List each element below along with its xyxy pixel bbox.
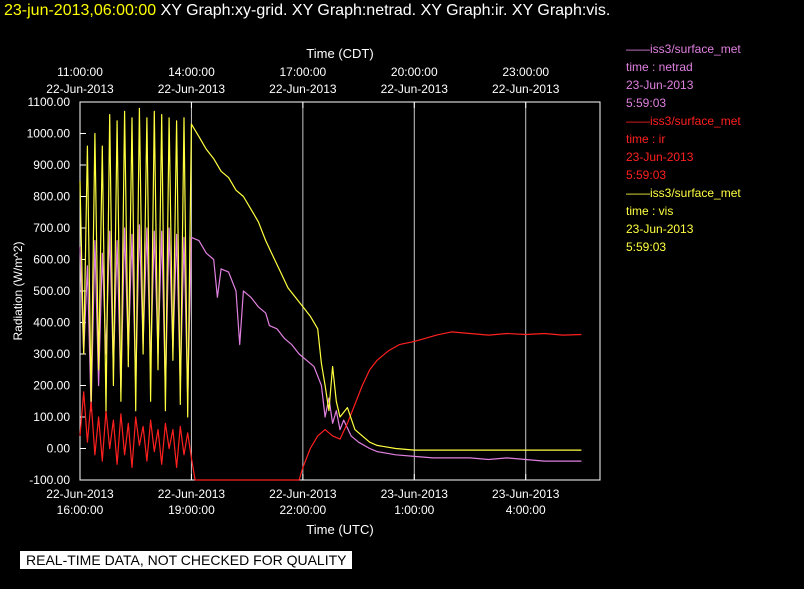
header-graph-list: XY Graph:xy-grid. XY Graph:netrad. XY Gr…: [160, 2, 611, 19]
x-tick-label-time: 22:00:00: [279, 503, 326, 517]
quality-notice: REAL-TIME DATA, NOT CHECKED FOR QUALITY: [20, 551, 353, 569]
x-axis-title-top: Time (CDT): [306, 46, 373, 61]
series-line-netrad: [79, 224, 582, 462]
y-tick-label: 200.00: [33, 379, 70, 393]
x-tick-label-date: 22-Jun-2013: [269, 487, 337, 501]
header-timestamp: 23-jun-2013,06:00:00: [4, 2, 157, 19]
x-top-label-date: 22-Jun-2013: [269, 82, 337, 96]
x-tick-label-date: 22-Jun-2013: [158, 487, 226, 501]
y-tick-label: 1100.00: [28, 95, 71, 109]
x-top-label-time: 11:00:00: [57, 65, 103, 79]
x-tick-label-date: 22-Jun-2013: [46, 487, 114, 501]
y-tick-label: 600.00: [33, 253, 70, 267]
legend-date: 23-Jun-2013: [626, 150, 694, 164]
legend-source: ——iss3/surface_met: [626, 42, 741, 56]
x-top-label-date: 22-Jun-2013: [381, 82, 449, 96]
legend-time: 5:59:03: [626, 96, 667, 110]
plot-frame: [79, 101, 601, 481]
legend-variable: time : vis: [626, 204, 674, 218]
y-tick-label: 500.00: [33, 284, 70, 298]
y-tick-label: 100.00: [33, 410, 70, 424]
series-line-vis: [79, 107, 582, 451]
x-top-label-date: 22-Jun-2013: [46, 82, 114, 96]
legend-date: 23-Jun-2013: [626, 222, 694, 236]
x-tick-label-date: 23-Jun-2013: [381, 487, 449, 501]
legend-source: ——iss3/surface_met: [626, 114, 741, 128]
x-tick-label-time: 4:00:00: [506, 503, 546, 517]
y-tick-label: -100.00: [29, 473, 70, 487]
y-tick-label: 700.00: [33, 221, 70, 235]
x-top-label-time: 17:00:00: [279, 65, 326, 79]
legend-variable: time : netrad: [626, 60, 693, 74]
legend-entry-netrad: ——iss3/surface_met time : netrad 23-Jun-…: [626, 40, 741, 112]
legend-variable: time : ir: [626, 132, 666, 146]
x-tick-label-time: 1:00:00: [394, 503, 434, 517]
y-tick-label: 0.00: [47, 442, 71, 456]
x-top-label-date: 22-Jun-2013: [492, 82, 560, 96]
x-top-label-time: 20:00:00: [391, 65, 438, 79]
legend-entry-vis: ——iss3/surface_met time : vis 23-Jun-201…: [626, 184, 741, 256]
y-axis-title: Radiation (W/m^2): [11, 242, 25, 341]
y-tick-label: 900.00: [33, 158, 70, 172]
x-tick-label-date: 23-Jun-2013: [492, 487, 560, 501]
y-tick-label: 400.00: [33, 316, 70, 330]
legend-source: ——iss3/surface_met: [626, 186, 741, 200]
x-axis-title: Time (UTC): [306, 522, 373, 537]
x-tick-label-time: 19:00:00: [168, 503, 215, 517]
x-top-label-time: 14:00:00: [168, 65, 215, 79]
legend-time: 5:59:03: [626, 168, 667, 182]
legend-time: 5:59:03: [626, 240, 667, 254]
series-line-ir: [79, 331, 582, 481]
x-top-label-date: 22-Jun-2013: [158, 82, 226, 96]
y-tick-label: 1000.00: [27, 127, 71, 141]
legend-entry-ir: ——iss3/surface_met time : ir 23-Jun-2013…: [626, 112, 741, 184]
x-top-label-time: 23:00:00: [502, 65, 549, 79]
header: 23-jun-2013,06:00:00 XY Graph:xy-grid. X…: [4, 2, 610, 20]
legend-date: 23-Jun-2013: [626, 78, 694, 92]
y-tick-label: 800.00: [33, 190, 70, 204]
x-tick-label-time: 16:00:00: [57, 503, 104, 517]
y-tick-label: 300.00: [33, 347, 70, 361]
